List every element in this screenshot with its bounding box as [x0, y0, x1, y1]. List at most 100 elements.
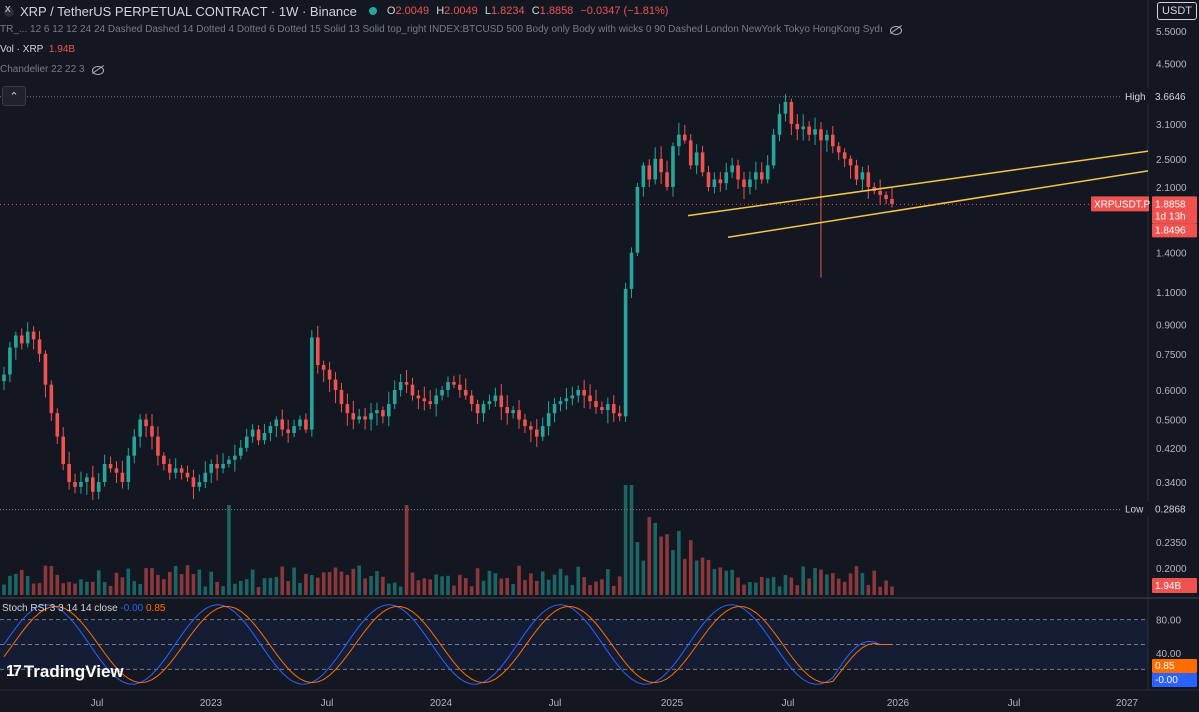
volume-bar: [742, 584, 746, 595]
candle-body: [102, 463, 107, 483]
candle-body: [304, 419, 308, 430]
xrp-logo-icon: [3, 3, 17, 18]
volume-bar: [842, 581, 847, 595]
candle-body: [694, 152, 699, 166]
candle-body: [700, 152, 705, 173]
volume-bar: [114, 572, 119, 595]
volume-bar: [37, 583, 42, 595]
candle-body: [582, 389, 586, 396]
low-value-bg: [1152, 501, 1197, 517]
volume-bar: [79, 579, 83, 595]
low-tag: Low: [1125, 505, 1144, 516]
collapse-legend-button[interactable]: ⌃: [2, 86, 26, 106]
volume-bar: [363, 578, 367, 595]
hide-eye-icon[interactable]: [889, 25, 903, 35]
volume-bar: [848, 573, 853, 595]
candle-body: [96, 482, 101, 492]
symbol-title[interactable]: XRP / TetherUS PERPETUAL CONTRACT · 1W ·…: [20, 3, 357, 19]
volume-bar: [641, 560, 646, 595]
candle-body: [458, 384, 462, 390]
volume-bar: [748, 582, 752, 595]
chandelier-legend[interactable]: Chandelier 22 22 3: [0, 64, 105, 75]
candle-body: [623, 288, 628, 417]
volume-bar: [298, 582, 302, 595]
volume-bar: [564, 575, 569, 595]
volume-bar: [138, 584, 142, 595]
volume-bar: [611, 585, 616, 595]
volume-bar: [481, 580, 486, 595]
indicator-legend[interactable]: TR_... 12 6 12 12 24 24 Dashed Dashed 14…: [0, 24, 903, 35]
candle-body: [759, 172, 764, 180]
volume-bar: [156, 574, 160, 595]
volume-bar: [623, 485, 628, 595]
candle-body: [481, 404, 486, 414]
volume-bar: [860, 573, 865, 595]
volume-bar: [884, 580, 888, 595]
candle-body: [333, 379, 338, 390]
tradingview-logo[interactable]: 17 TradingView: [6, 662, 124, 681]
channel-lines: [687, 150, 1149, 239]
stoch-rsi-pane: 80.00 40.00: [0, 604, 1181, 685]
volume-bar: [239, 580, 243, 595]
volume-bar: [819, 569, 823, 595]
candle-body: [310, 337, 314, 430]
candle-body: [771, 134, 776, 166]
candle-body: [505, 407, 509, 414]
ohlc-values: O2.0049 H2.0049 L1.8234 C1.8858 −0.0347 …: [386, 5, 669, 17]
candle-body: [535, 429, 539, 437]
volume-bar: [440, 576, 444, 595]
volume-legend[interactable]: Vol · XRP 1.94B: [0, 44, 76, 55]
price-axis[interactable]: 5.5000 4.5000 3.1000 2.5000 2.1000 1.4000 1.10…: [1156, 27, 1187, 575]
volume-bar: [387, 583, 391, 595]
candle-body: [410, 384, 415, 396]
volume-bar: [262, 578, 267, 595]
hide-eye-icon[interactable]: [91, 65, 105, 75]
candle-body: [274, 419, 279, 427]
candle-body: [647, 165, 652, 180]
time-tick-label: 2024: [430, 698, 453, 709]
candle-body: [683, 134, 687, 141]
volume-bar: [783, 574, 788, 595]
candle-body: [144, 419, 148, 427]
candle-body: [286, 429, 290, 434]
candle-body: [866, 172, 871, 188]
candle-body: [381, 410, 385, 417]
time-axis[interactable]: Jul 2023 Jul 2024 Jul 2025 Jul 2026 Jul 2027: [91, 698, 1139, 709]
volume-bar: [890, 586, 894, 595]
candle-body: [635, 187, 640, 253]
volume-bar: [333, 567, 338, 595]
volume-last-value: 1.94B: [1155, 581, 1181, 592]
last-price-value-bg: [1152, 196, 1197, 212]
volume-bar: [475, 568, 480, 595]
volume-bar: [173, 565, 178, 595]
price-tick-label: 3.1000: [1156, 120, 1187, 131]
volume-bar: [523, 579, 527, 595]
volume-bar: [706, 559, 711, 595]
candle-body: [576, 389, 581, 396]
candle-body: [239, 447, 243, 456]
volume-bar: [304, 573, 308, 595]
volume-bar: [434, 574, 438, 595]
currency-button[interactable]: USDT: [1157, 2, 1197, 20]
volume-bar: [49, 565, 54, 595]
stoch-rsi-legend[interactable]: Stoch RSI 3 3 14 14 close -0.00 0.85: [2, 603, 166, 614]
volume-bar: [310, 575, 314, 595]
candle-body: [517, 410, 521, 420]
volume-bar: [576, 566, 581, 595]
volume-bar: [61, 583, 65, 595]
volume-bar: [570, 585, 575, 595]
volume-bar: [19, 569, 24, 595]
high-value-bg: [1152, 88, 1197, 104]
volume-bar: [25, 576, 30, 595]
candle-body: [688, 140, 693, 166]
volume-bar: [446, 575, 450, 595]
volume-bar: [339, 571, 344, 595]
volume-bar: [635, 542, 640, 595]
volume-bar: [836, 578, 841, 595]
candle-body: [594, 401, 598, 408]
volume-bar: [688, 540, 693, 595]
volume-bar: [215, 581, 219, 595]
volume-bars: [2, 485, 894, 595]
volume-bar: [96, 570, 101, 595]
